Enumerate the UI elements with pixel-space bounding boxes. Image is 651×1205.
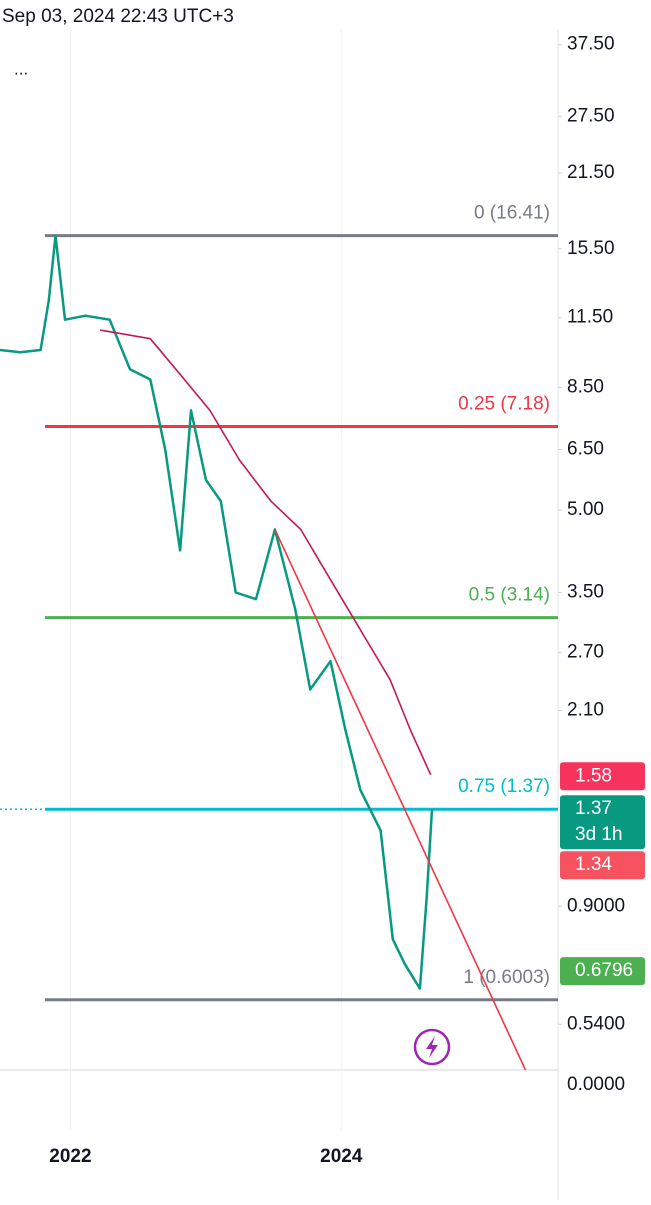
y-tick-label: 37.50 [567,34,615,55]
y-tick-label: 2.70 [567,641,604,662]
y-tick-label: 27.50 [567,105,615,126]
y-tick-label: 21.50 [567,162,615,183]
y-tick-label: 5.00 [567,499,604,520]
price-tag-label: 0.6796 [575,960,633,981]
y-tick-label: 11.50 [567,307,613,328]
price-line [0,234,434,990]
fib-level-label: 0.5 (3.14) [469,585,550,606]
fib-level-label: 0 (16.41) [474,203,550,224]
y-tick-label: 15.50 [567,238,615,259]
fib-level-label: 1 (0.6003) [463,967,550,988]
fib-level-label: 0.75 (1.37) [458,776,550,797]
icon-bolt [426,1036,438,1058]
y-tick-label: 3.50 [567,582,604,603]
price-tag-label: 1.58 [575,765,612,786]
price-tag [560,762,645,791]
icon-circle [413,1028,451,1066]
price-tag [560,957,645,986]
x-tick-label: 2024 [320,1146,363,1167]
y-tick-label: 0.5400 [567,1013,625,1034]
price-tag [560,795,645,850]
fib-level-label: 0.25 (7.18) [458,394,550,415]
y-axis-bottom-label: 0.0000 [567,1074,625,1095]
y-tick-label: 0.9000 [567,895,625,916]
x-tick-label: 2022 [49,1146,91,1167]
y-tick-label: 8.50 [567,377,604,398]
price-tag-label: 1.34 [575,854,612,875]
menu-button[interactable]: ... [14,59,28,78]
timestamp: Sep 03, 2024 22:43 UTC+3 [2,6,234,27]
price-tag [560,851,645,880]
price-tag-countdown: 3d 1h [575,824,623,845]
lightning-icon[interactable] [413,1028,451,1066]
price-line [100,329,432,776]
y-tick-label: 6.50 [567,439,604,460]
y-tick-label: 2.10 [567,700,604,721]
price-line [274,529,527,1071]
price-tag-label: 1.37 [575,798,612,819]
